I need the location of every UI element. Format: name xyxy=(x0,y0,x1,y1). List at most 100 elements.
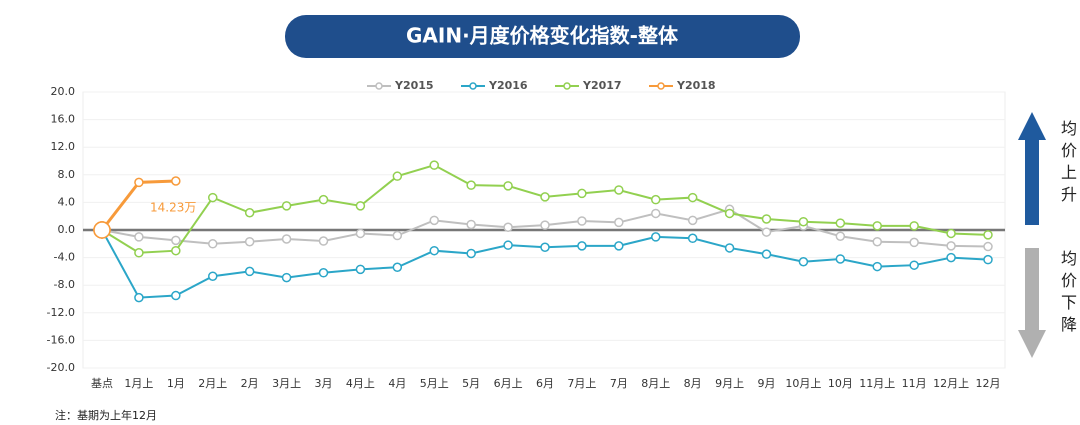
point xyxy=(208,239,218,249)
note: 注：基期为上年12月 xyxy=(55,408,157,422)
point xyxy=(614,241,624,251)
x-tick-label: 9月上 xyxy=(715,377,744,390)
y-tick-label: 8.0 xyxy=(58,168,76,181)
legend-marker xyxy=(469,82,477,90)
point xyxy=(171,235,181,246)
point xyxy=(909,237,919,248)
point xyxy=(835,254,846,264)
legend-label: Y2016 xyxy=(488,79,528,92)
legend-label: Y2018 xyxy=(676,79,716,92)
point xyxy=(909,260,919,270)
x-tick-label: 8月 xyxy=(684,377,702,390)
point xyxy=(761,214,772,224)
series-line xyxy=(101,229,989,299)
point xyxy=(171,176,181,186)
point xyxy=(577,216,587,226)
point xyxy=(872,236,882,247)
chart-title: GAIN·月度价格变化指数-整体 xyxy=(406,24,679,48)
x-tick-label: 7月 xyxy=(610,377,628,390)
y-tick-label: -16.0 xyxy=(47,333,75,346)
y-tick-label: -8.0 xyxy=(54,278,75,291)
point xyxy=(835,231,846,241)
point xyxy=(134,248,144,258)
x-tick-label: 5月 xyxy=(462,377,480,390)
point xyxy=(392,262,403,273)
x-tick-label: 1月上 xyxy=(124,377,153,390)
legend-marker xyxy=(563,82,571,90)
x-tick-label: 11月上 xyxy=(859,377,895,390)
point xyxy=(503,181,513,191)
point xyxy=(872,261,882,272)
point xyxy=(651,194,661,205)
x-tick-label: 4月上 xyxy=(346,377,375,390)
point xyxy=(577,241,587,251)
point xyxy=(651,208,661,219)
point xyxy=(392,230,403,241)
point xyxy=(429,215,439,226)
point xyxy=(614,185,624,195)
x-tick-label: 基点 xyxy=(91,377,113,390)
x-tick-label: 10月上 xyxy=(785,377,821,390)
y-tick-label: 16.0 xyxy=(51,113,76,126)
point xyxy=(318,268,329,278)
point xyxy=(134,177,144,188)
point xyxy=(577,188,587,199)
annotation: 14.23万 xyxy=(150,201,196,215)
point xyxy=(93,221,111,239)
y-tick-label: 12.0 xyxy=(51,140,76,153)
point xyxy=(540,192,550,202)
x-tick-label: 12月 xyxy=(976,377,1001,390)
point xyxy=(355,264,366,275)
point xyxy=(983,230,993,240)
point xyxy=(208,271,218,281)
point xyxy=(724,208,735,219)
point xyxy=(946,228,956,239)
point xyxy=(651,232,661,242)
x-tick-label: 3月上 xyxy=(272,377,301,390)
point xyxy=(946,252,956,263)
point xyxy=(318,194,329,205)
x-tick-label: 6月上 xyxy=(494,377,523,390)
series-line xyxy=(101,164,989,254)
point xyxy=(946,241,956,251)
legend-marker xyxy=(657,82,665,90)
x-tick-label: 10月 xyxy=(828,377,853,390)
point xyxy=(798,256,809,267)
up-label: 均价上升 xyxy=(1058,120,1077,208)
y-tick-label: 4.0 xyxy=(58,195,76,208)
point xyxy=(392,171,403,181)
point xyxy=(208,192,218,203)
point xyxy=(983,241,993,252)
point xyxy=(429,245,439,256)
up-arrow xyxy=(1018,112,1046,225)
point xyxy=(798,216,809,227)
point xyxy=(244,266,255,277)
x-tick-label: 2月上 xyxy=(198,377,227,390)
y-tick-label: -12.0 xyxy=(47,306,75,319)
x-tick-label: 5月上 xyxy=(420,377,449,390)
legend-label: Y2015 xyxy=(394,79,434,92)
point xyxy=(909,221,919,231)
point xyxy=(687,233,698,244)
point xyxy=(281,201,292,211)
point xyxy=(429,160,439,170)
point xyxy=(724,243,735,253)
x-tick-label: 12月上 xyxy=(933,377,969,390)
down-label: 均价下降 xyxy=(1058,250,1077,338)
x-tick-label: 1月 xyxy=(167,377,185,390)
point xyxy=(540,242,550,252)
x-tick-label: 6月 xyxy=(536,377,554,390)
point xyxy=(761,227,772,237)
point xyxy=(244,236,255,247)
point xyxy=(171,245,181,256)
point xyxy=(134,232,144,242)
y-tick-label: 20.0 xyxy=(51,85,76,98)
point xyxy=(761,249,772,259)
x-tick-label: 3月 xyxy=(315,377,333,390)
x-tick-label: 11月 xyxy=(902,377,927,390)
point xyxy=(687,215,698,226)
point xyxy=(503,240,513,250)
point xyxy=(614,217,624,228)
point xyxy=(687,192,698,203)
point xyxy=(244,208,255,218)
